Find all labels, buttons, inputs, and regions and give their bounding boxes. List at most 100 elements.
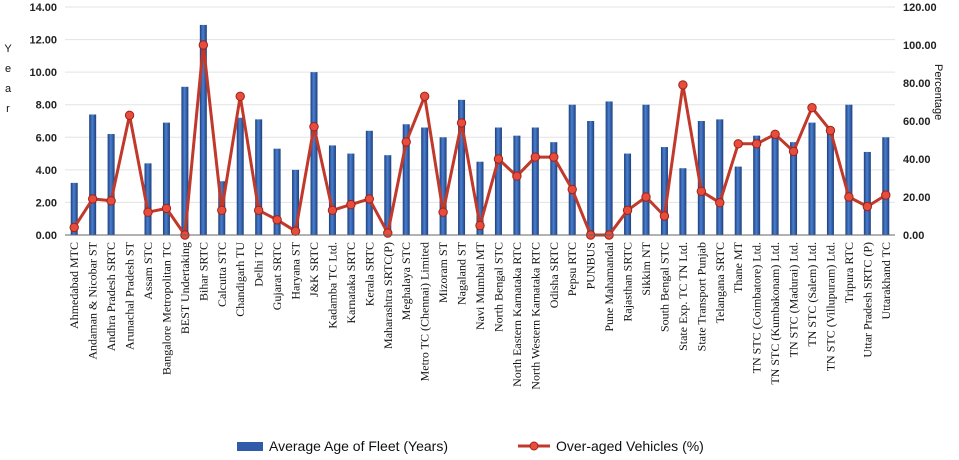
bar bbox=[513, 135, 521, 235]
category-label: Andhra Pradesh SRTC bbox=[104, 242, 118, 351]
line-marker bbox=[733, 139, 743, 149]
category-label: Navi Mumbai MT bbox=[473, 241, 487, 330]
left-axis-title-letter: Y bbox=[4, 43, 12, 55]
category-label: Karnataka SRTC bbox=[344, 242, 358, 324]
line-marker bbox=[401, 137, 411, 147]
line-marker bbox=[364, 194, 375, 204]
line-marker bbox=[788, 146, 799, 157]
legend-bar-swatch bbox=[237, 442, 263, 451]
right-tick-label: 60.00 bbox=[903, 116, 931, 128]
left-y-axis-ticks: 0.00 2.00 4.00 6.00 8.00 10.00 12.00 14.00 bbox=[29, 2, 57, 242]
line-marker bbox=[106, 196, 116, 206]
category-label: Metro TC (Chennai) Limited bbox=[418, 242, 432, 381]
bar bbox=[716, 119, 724, 235]
bar bbox=[753, 135, 761, 235]
line-marker bbox=[143, 207, 153, 217]
line-marker bbox=[530, 152, 541, 162]
category-label: Uttarakhand TC bbox=[879, 242, 893, 319]
bar bbox=[734, 166, 742, 235]
line-marker bbox=[641, 192, 651, 202]
line-marker bbox=[235, 91, 245, 102]
bar bbox=[624, 153, 632, 235]
left-axis-title-letter: a bbox=[5, 83, 12, 95]
left-axis-title: Year bbox=[4, 43, 12, 115]
left-tick-label: 12.00 bbox=[29, 35, 57, 47]
category-label: North Western Karnataka RTC bbox=[528, 242, 542, 390]
bar bbox=[439, 137, 447, 235]
category-label: Pune Mahamandal bbox=[602, 241, 616, 331]
bar bbox=[70, 182, 78, 235]
category-label: Chandigarh TU bbox=[233, 242, 247, 317]
category-label: South Bengal STC bbox=[657, 242, 671, 332]
right-tick-label: 120.00 bbox=[903, 2, 937, 14]
bar bbox=[458, 99, 466, 235]
line-marker bbox=[253, 205, 264, 216]
category-label: North Bengal STC bbox=[491, 242, 505, 332]
bar bbox=[255, 119, 263, 235]
bar bbox=[845, 104, 853, 235]
category-label: Bangalore Metropolitan TC bbox=[159, 242, 173, 375]
category-label: Assam STC bbox=[141, 242, 155, 300]
left-tick-label: 14.00 bbox=[29, 2, 57, 14]
category-label: Bihar SRTC bbox=[196, 242, 210, 301]
category-label: Andaman & Nicobar ST bbox=[86, 241, 100, 359]
legend-bar-label: Average Age of Fleet (Years) bbox=[269, 438, 448, 454]
category-label: Kerala SRTC bbox=[362, 242, 376, 306]
bar bbox=[771, 135, 779, 235]
line-marker bbox=[751, 139, 762, 149]
line-marker bbox=[456, 118, 467, 128]
line-marker bbox=[825, 125, 836, 136]
right-y-axis-ticks: 0.00 20.00 40.00 60.00 80.00 100.00 120.00 bbox=[903, 2, 937, 242]
line-marker bbox=[419, 91, 430, 102]
bar bbox=[199, 24, 207, 235]
bar bbox=[697, 121, 705, 235]
category-label: Odisha SRTC bbox=[547, 242, 561, 308]
line-marker bbox=[678, 80, 688, 90]
bar bbox=[642, 104, 650, 235]
category-label: TN STC (Madurai) Ltd. bbox=[787, 242, 801, 357]
line-marker bbox=[715, 198, 725, 208]
bar bbox=[273, 148, 281, 235]
category-label: Haryana ST bbox=[289, 241, 303, 299]
category-label: Rajasthan SRTC bbox=[621, 242, 635, 322]
left-tick-label: 10.00 bbox=[29, 67, 57, 79]
right-tick-label: 40.00 bbox=[903, 154, 931, 166]
x-axis-categories: Ahmedabad MTC Andaman & Nicobar ST Andhra … bbox=[67, 241, 893, 389]
category-label: TN STC (Kumbakonam) Ltd. bbox=[768, 242, 782, 385]
line-marker bbox=[438, 207, 448, 217]
category-label: Uttar Pradesh SRTC (P) bbox=[860, 242, 874, 358]
line-marker bbox=[161, 203, 172, 214]
bar bbox=[402, 124, 410, 235]
bar bbox=[89, 114, 97, 235]
right-tick-label: 0.00 bbox=[903, 230, 924, 242]
category-label: State Transport Punjab bbox=[694, 242, 708, 351]
bar bbox=[236, 117, 244, 235]
bar bbox=[826, 127, 834, 235]
right-tick-label: 80.00 bbox=[903, 78, 931, 90]
category-label: Sikkim NT bbox=[639, 241, 653, 295]
category-label: Telangana SRTC bbox=[713, 242, 727, 323]
left-tick-label: 0.00 bbox=[36, 230, 57, 242]
left-axis-title-letter: e bbox=[5, 63, 11, 75]
line-marker bbox=[844, 192, 854, 202]
bar bbox=[421, 127, 429, 235]
category-label: Thane MT bbox=[731, 241, 745, 293]
line-marker bbox=[512, 171, 522, 181]
category-label: Meghalaya STC bbox=[399, 242, 413, 320]
bar bbox=[162, 122, 170, 235]
bar bbox=[587, 121, 595, 235]
line-marker bbox=[383, 228, 393, 238]
bar bbox=[384, 155, 392, 235]
line-marker bbox=[881, 190, 891, 200]
line-marker bbox=[862, 201, 873, 212]
line-marker bbox=[346, 199, 356, 210]
category-label: Maharashtra SRTC(P) bbox=[381, 242, 395, 349]
line-marker bbox=[309, 122, 319, 132]
line-marker bbox=[696, 186, 707, 197]
line-marker bbox=[475, 220, 485, 231]
bar bbox=[347, 153, 355, 235]
bar bbox=[531, 127, 539, 235]
right-tick-label: 20.00 bbox=[903, 192, 931, 204]
category-label: Delhi TC bbox=[252, 242, 266, 287]
